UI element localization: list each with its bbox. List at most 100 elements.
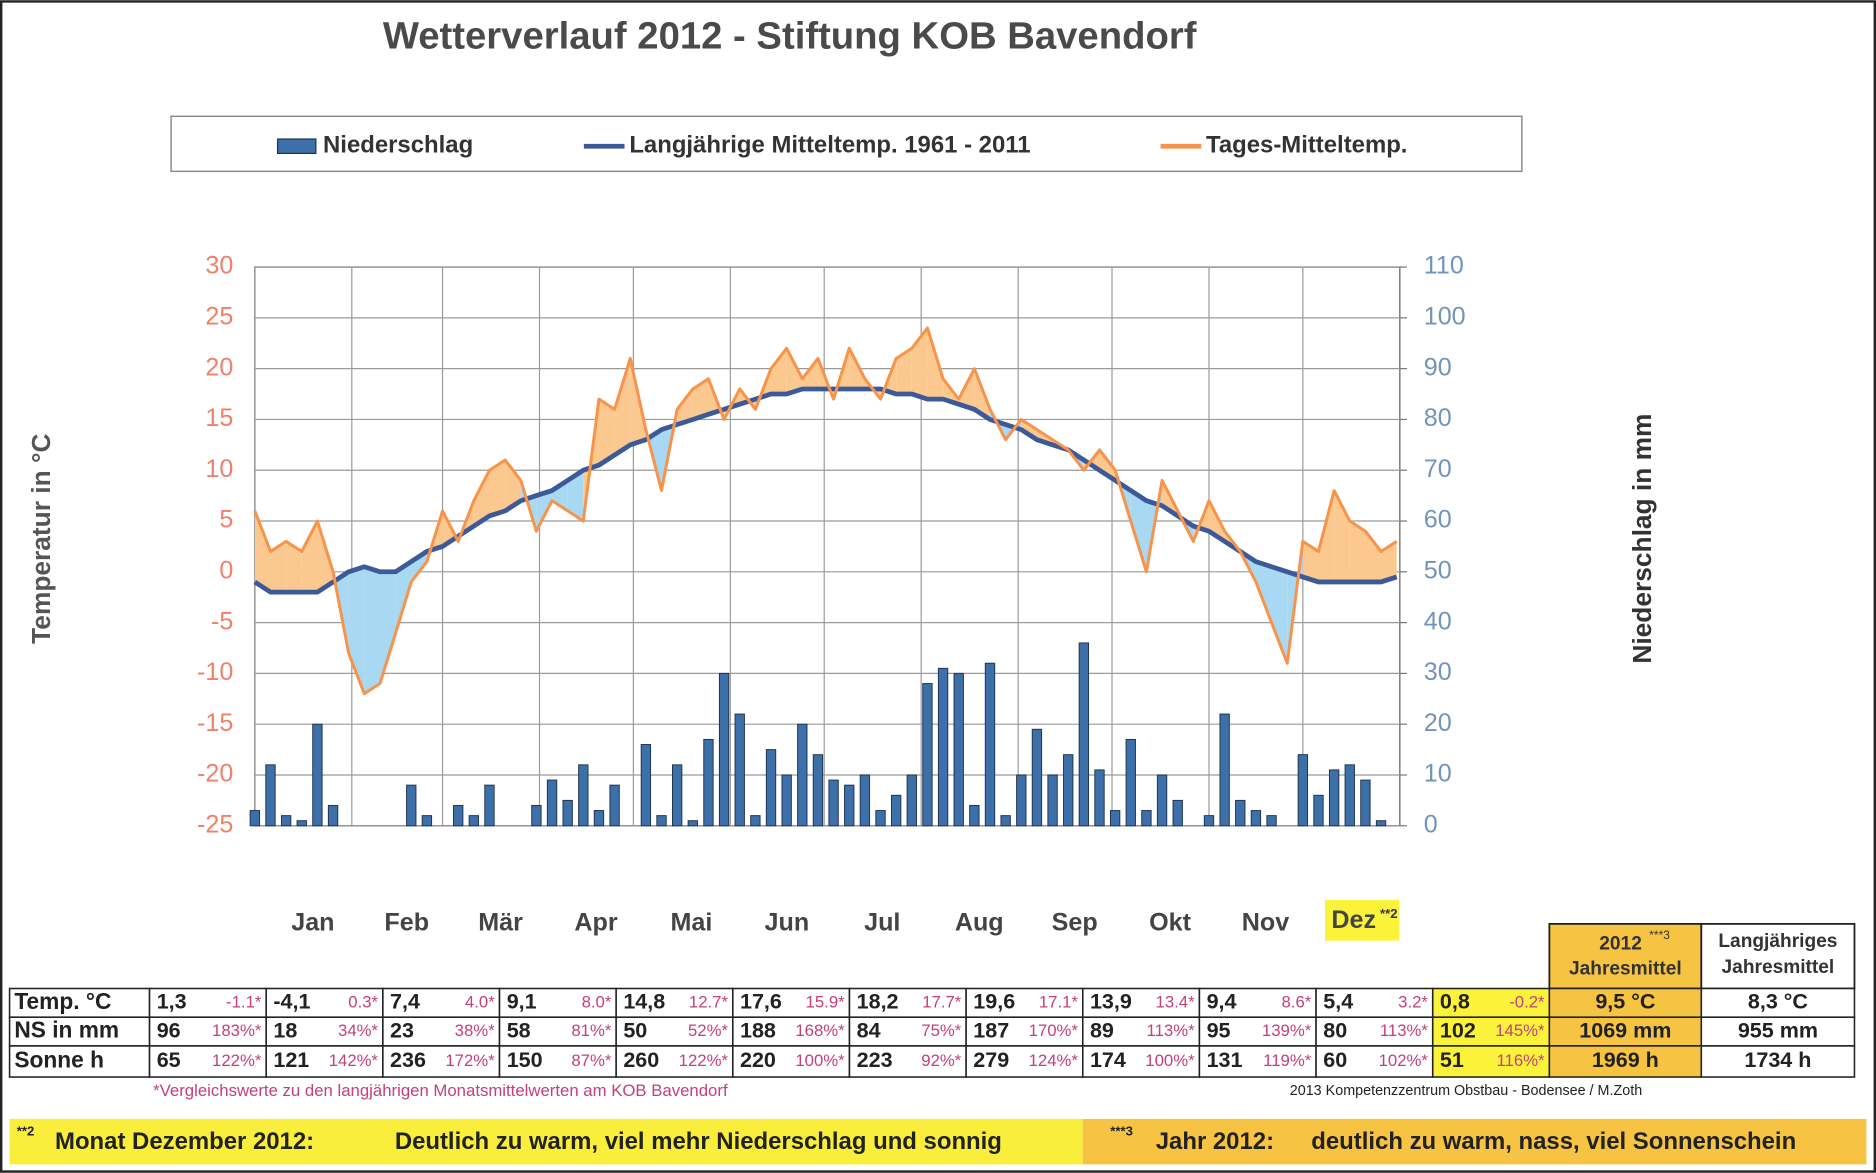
cell-value: 0,8 [1440,990,1470,1014]
precipitation-bar [1094,769,1105,827]
table-cell [1081,1045,1201,1078]
cell-value: 13,9 [1090,990,1132,1014]
x-tick-label: Jun [765,909,810,937]
precipitation-bar [937,667,949,827]
x-tick-label: Sep [1052,909,1098,937]
deviation-fill [708,378,725,420]
y2-tick-label: 40 [1424,607,1452,635]
y2-tick-label: 20 [1424,709,1452,737]
deviation-fill [1255,561,1272,623]
precipitation-bar [640,744,652,827]
precipitation-bar [1266,815,1277,827]
precipitation-bar [1375,820,1387,827]
chart-title: Wetterverlauf 2012 - Stiftung KOB Bavend… [383,15,1197,58]
cell-percent: 92%* [921,1051,962,1070]
x-tick-label: Apr [574,909,617,937]
cell-value: 84 [857,1018,881,1042]
precipitation-bar [1235,799,1246,827]
precipitation-bar [1047,774,1058,827]
deviation-fill [1365,531,1382,582]
precipitation-bar [687,820,698,827]
precipitation-bar [718,672,730,827]
cell-value: 18 [273,1018,297,1042]
precipitation-bar [734,713,745,827]
precipitation-bar [922,683,933,827]
table-cell [498,1016,617,1047]
cell-percent: 172%* [445,1051,495,1070]
cell-value: 260 [623,1048,659,1072]
table-cell [732,1016,851,1047]
table-cell [498,1045,617,1078]
cell-value: 58 [507,1018,531,1042]
cell-percent: 8.0* [582,992,612,1011]
y-tick-label: 5 [219,506,233,534]
row-label: Temp. °C [14,988,111,1014]
y2-tick-label: 100 [1424,302,1466,330]
year-header-note: ***3 [1649,928,1670,942]
y2-tick-label: 110 [1424,252,1464,280]
footnote: *Vergleichswerte zu den langjährigen Mon… [153,1081,728,1100]
precipitation-bar [1078,642,1090,827]
cell-percent: -1.1* [226,992,262,1011]
deviation-fill [896,348,912,395]
table-cell [1198,1045,1317,1078]
year-cell [1548,1045,1703,1078]
banner-left [9,1118,1083,1165]
deviation-fill [1334,490,1350,582]
table-cell [382,1016,501,1047]
table-cell [848,1045,967,1078]
deviation-fill [598,399,615,466]
cell-value: 236 [390,1048,426,1072]
y-tick-label: -20 [197,760,233,788]
legend-label: Niederschlag [323,132,473,159]
cell-value: 174 [1090,1048,1126,1072]
precipitation-bar [953,672,964,827]
y2-tick-label: 80 [1424,404,1452,432]
cell-value: 1,3 [157,990,187,1014]
precipitation-bar [844,784,855,827]
cell-value: 89 [1090,1018,1114,1042]
precipitation-bar [1172,799,1183,827]
cell-value: 220 [740,1048,776,1072]
cell-value: 9,4 [1207,990,1237,1014]
cell-value: 51 [1440,1048,1464,1072]
precipitation-bar [453,804,464,827]
y2-tick-label: 90 [1424,353,1452,381]
y2-tick-label: 30 [1424,658,1452,686]
cell-percent: 116%* [1496,1051,1545,1070]
cell-value: 60 [1323,1048,1347,1072]
cell-value: 19,6 [973,990,1015,1014]
precipitation-bar [1297,754,1309,827]
deviation-fill [1381,541,1397,582]
deviation-fill [473,470,490,527]
cell-value: 14,8 [623,990,665,1014]
precipitation-bar [609,784,620,827]
deviation-fill [927,328,944,400]
precipitation-bar [671,764,683,827]
precipitation-bar [1031,728,1043,827]
x-tick-label: Dez [1331,906,1376,934]
cell-percent: 15.9* [806,992,846,1011]
row-label-cell [8,1016,151,1047]
precipitation-bar [249,810,261,827]
deviation-fill [771,348,787,395]
year-header-title: 2012 [1599,933,1642,954]
cell-percent: 87%* [571,1051,612,1070]
cell-percent: 145%* [1495,1021,1545,1040]
precipitation-bar [1156,774,1168,827]
deviation-fill [1318,490,1335,582]
table-cell [1431,987,1551,1018]
cell-percent: 142%* [329,1051,379,1070]
cell-value: 95 [1207,1018,1231,1042]
deviation-fill [677,388,693,425]
precipitation-bar [765,749,777,827]
longterm-value: 955 mm [1738,1018,1818,1042]
banner-label: Monat Dezember 2012: [55,1128,314,1155]
y-tick-label: -10 [197,658,233,686]
x-tick-label: Mai [671,909,713,937]
precipitation-bar [906,774,917,827]
y-axis-label: Temperatur in °C [26,433,56,643]
x-tick-label: Jan [291,909,334,937]
deviation-fill [1302,541,1319,582]
precipitation-bar [1250,810,1262,827]
